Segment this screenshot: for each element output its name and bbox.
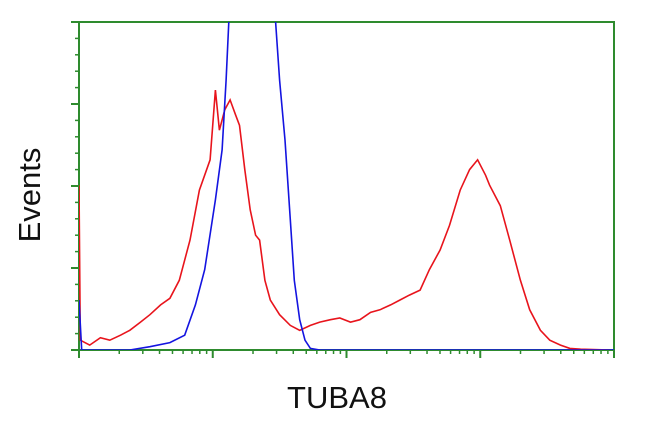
plot-frame bbox=[78, 21, 615, 351]
x-axis-label: TUBA8 bbox=[287, 380, 387, 415]
y-axis-label: Events bbox=[12, 148, 47, 243]
histogram-line bbox=[79, 22, 614, 350]
histogram-line bbox=[79, 90, 611, 350]
